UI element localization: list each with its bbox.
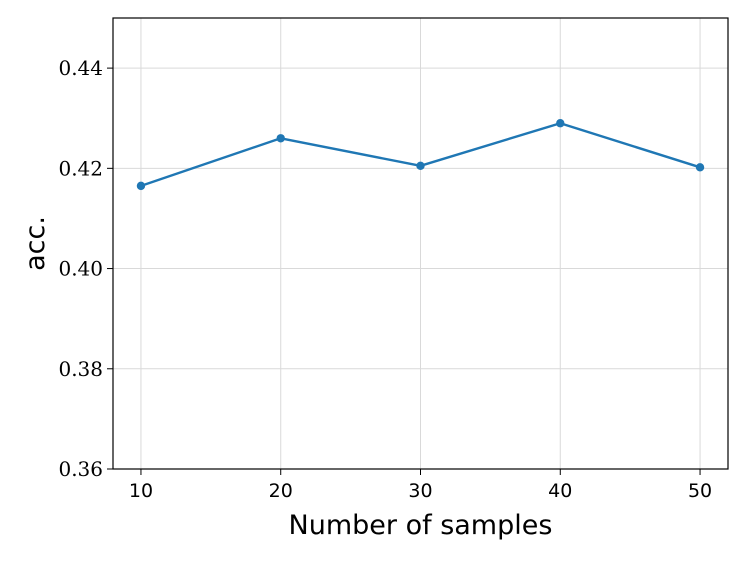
y-axis-title: acc. [20, 216, 51, 271]
y-tick-label: 0.40 [58, 257, 103, 281]
data-point [695, 163, 705, 172]
x-axis-title: Number of samples [289, 510, 553, 541]
x-tick-label: 10 [129, 480, 153, 502]
data-point [136, 181, 146, 191]
x-tick-label: 40 [548, 480, 572, 502]
y-tick-label: 0.44 [58, 56, 103, 80]
data-point [276, 134, 285, 143]
ticks: 10 20 30 40 50 0.36 0.38 0.40 0.42 0.44 [58, 56, 712, 502]
y-tick-label: 0.38 [58, 357, 103, 381]
x-tick-label: 20 [269, 480, 293, 502]
grid [113, 18, 728, 470]
x-tick-label: 50 [688, 480, 712, 502]
x-tick-label: 30 [408, 480, 432, 502]
data-point [556, 119, 565, 128]
y-tick-label: 0.42 [58, 156, 103, 180]
y-tick-label: 0.36 [58, 457, 103, 481]
data-point [416, 161, 425, 171]
series-group [136, 119, 705, 191]
